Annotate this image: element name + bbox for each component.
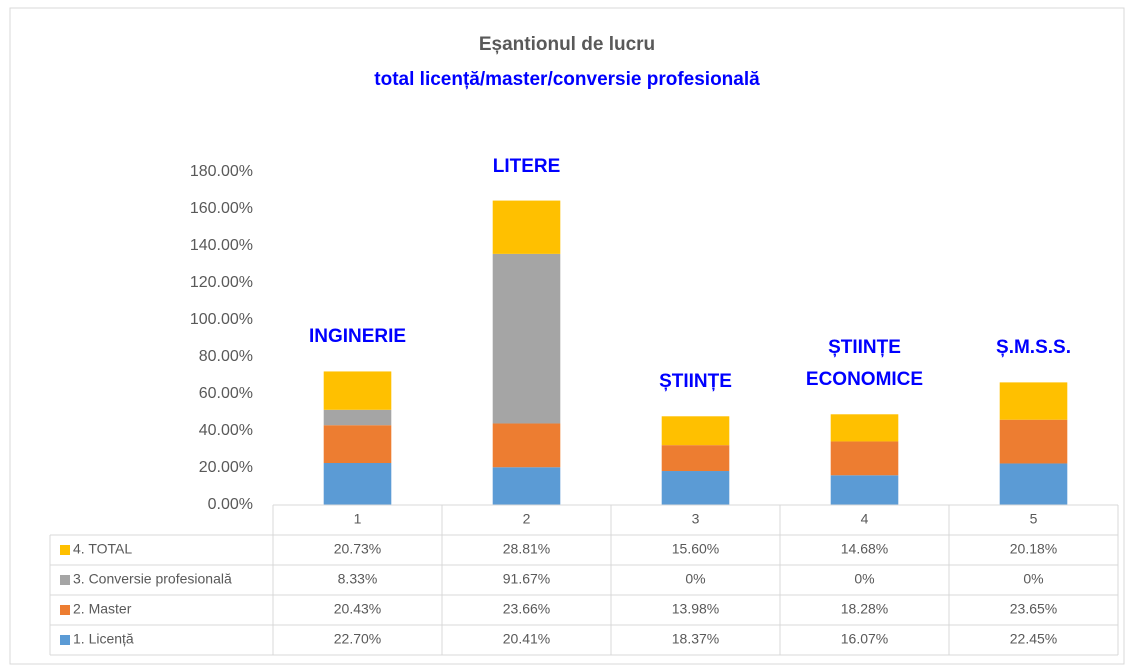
- data-table-cell: 16.07%: [841, 631, 888, 647]
- y-tick-label: 20.00%: [199, 459, 253, 476]
- y-tick-label: 0.00%: [208, 496, 253, 513]
- bar-segment: [661, 416, 730, 446]
- y-tick-label: 40.00%: [199, 422, 253, 439]
- legend-key: [60, 545, 70, 555]
- data-table-cell: 8.33%: [338, 571, 378, 587]
- data-table-cell: 28.81%: [503, 541, 550, 557]
- bar-segment: [830, 441, 899, 476]
- data-table-cell: 20.73%: [334, 541, 381, 557]
- annotation: LITERE: [492, 155, 561, 177]
- data-table-cell: 20.43%: [334, 601, 381, 617]
- y-tick-label: 140.00%: [190, 237, 253, 254]
- x-tick-label: 1: [354, 511, 362, 527]
- legend-label: 3. Conversie profesională: [73, 571, 232, 587]
- bar-segment: [999, 419, 1068, 464]
- annotation: INGINERIE: [308, 326, 407, 348]
- annotation: ȘTIINȚE ECONOMICE: [805, 337, 924, 391]
- data-table-cell: 23.65%: [1010, 601, 1057, 617]
- bar-segment: [492, 423, 561, 468]
- legend-key: [60, 635, 70, 645]
- data-table-cell: 22.70%: [334, 631, 381, 647]
- annotation: ȘTIINȚE: [659, 371, 732, 393]
- data-table-cell: 91.67%: [503, 571, 550, 587]
- y-tick-label: 180.00%: [190, 163, 253, 180]
- legend-label: 1. Licență: [73, 631, 134, 647]
- bar-segment: [830, 414, 899, 442]
- y-tick-label: 100.00%: [190, 311, 253, 328]
- bar-segment: [492, 200, 561, 254]
- bar-segment: [661, 445, 730, 472]
- bar-segment: [492, 467, 561, 505]
- data-table-cell: 22.45%: [1010, 631, 1057, 647]
- bar-segment: [323, 409, 392, 426]
- data-table-cell: 20.41%: [503, 631, 550, 647]
- x-tick-label: 4: [861, 511, 869, 527]
- data-table-cell: 23.66%: [503, 601, 550, 617]
- legend-label: 2. Master: [73, 601, 132, 617]
- data-table-cell: 0%: [1023, 571, 1043, 587]
- chart-subtitle: total licență/master/conversie profesion…: [374, 69, 760, 90]
- legend-key: [60, 605, 70, 615]
- x-tick-label: 2: [523, 511, 531, 527]
- data-table-cell: 18.28%: [841, 601, 888, 617]
- bar-segment: [830, 475, 899, 505]
- y-tick-label: 60.00%: [199, 385, 253, 402]
- chart-border: [9, 7, 1125, 665]
- data-table-cell: 15.60%: [672, 541, 719, 557]
- bar-segment: [323, 425, 392, 464]
- data-table-cell: 20.18%: [1010, 541, 1057, 557]
- bar-segment: [999, 382, 1068, 420]
- legend-key: [60, 575, 70, 585]
- bar-segment: [323, 463, 392, 505]
- x-tick-label: 5: [1030, 511, 1038, 527]
- x-tick-label: 3: [692, 511, 700, 527]
- bar-segment: [492, 253, 561, 424]
- data-table-cell: 14.68%: [841, 541, 888, 557]
- data-table-cell: 18.37%: [672, 631, 719, 647]
- bar-segment: [323, 371, 392, 410]
- data-table-cell: 0%: [854, 571, 874, 587]
- y-tick-label: 120.00%: [190, 274, 253, 291]
- data-table-cell: 0%: [685, 571, 705, 587]
- legend-label: 4. TOTAL: [73, 541, 132, 557]
- y-tick-label: 80.00%: [199, 348, 253, 365]
- chart-title: Eșantionul de lucru: [479, 34, 655, 55]
- bar-segment: [999, 463, 1068, 505]
- annotation: Ș.M.S.S.: [996, 337, 1071, 359]
- y-tick-label: 160.00%: [190, 200, 253, 217]
- data-table-cell: 13.98%: [672, 601, 719, 617]
- bar-segment: [661, 471, 730, 505]
